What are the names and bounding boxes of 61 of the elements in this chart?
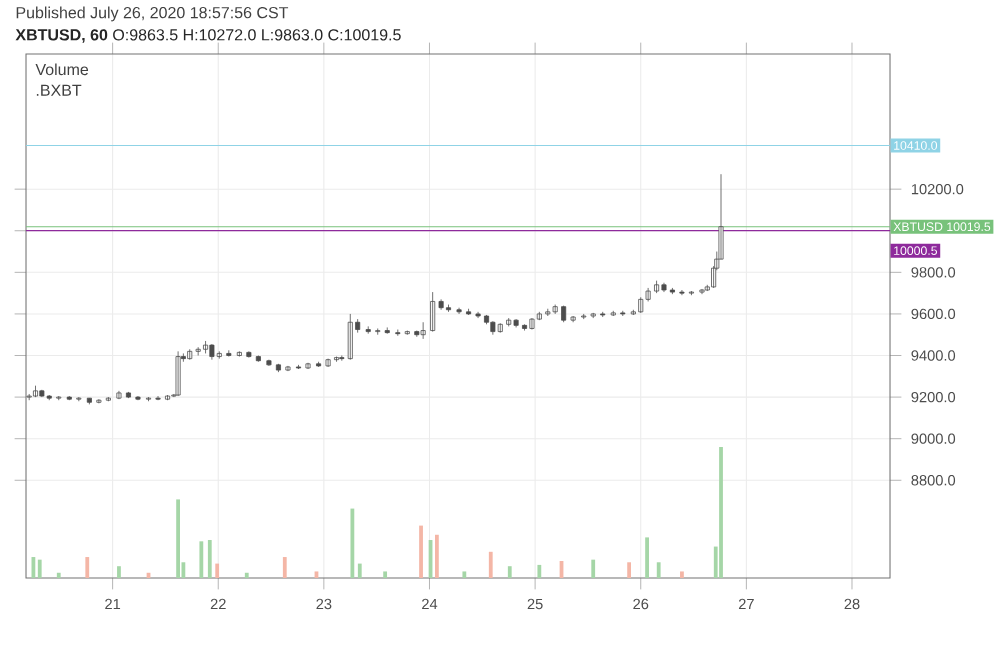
candlestick	[466, 308, 472, 316]
candlestick	[445, 304, 452, 313]
candlestick	[305, 362, 311, 370]
candlestick	[96, 398, 102, 404]
candlestick	[33, 385, 39, 398]
chart-subtitle: XBTUSD, 60 O:9863.5 H:10272.0 L:9863.0 C:10019.5	[15, 29, 401, 43]
candlestick	[375, 328, 381, 336]
candlestick	[430, 291, 436, 332]
candlestick	[296, 364, 302, 370]
candlestick	[420, 321, 426, 340]
candlestick	[513, 318, 519, 328]
candlestick	[285, 365, 291, 372]
candlestick	[688, 290, 694, 296]
candlestick	[203, 340, 209, 354]
candlestick	[175, 350, 181, 397]
candlestick	[638, 296, 644, 314]
candlestick	[316, 361, 322, 368]
candlestick	[56, 395, 62, 401]
chart-subtitle: .BXBT	[36, 84, 82, 96]
candlestick	[236, 350, 242, 357]
candlestick	[545, 308, 551, 317]
candlestick	[195, 346, 201, 356]
candlestick	[581, 313, 587, 320]
candlestick	[135, 395, 141, 401]
candlestick	[255, 355, 261, 363]
candlestick	[404, 330, 410, 336]
candlestick	[552, 304, 558, 315]
candlestick	[155, 395, 161, 401]
candlestick	[669, 287, 675, 295]
candlestick	[610, 310, 616, 317]
candlestick	[209, 343, 215, 361]
candlestick	[246, 350, 252, 358]
candlestick	[661, 282, 667, 293]
candlestick	[26, 393, 32, 401]
candlestick	[475, 311, 481, 319]
candlestick	[146, 396, 152, 402]
candlestick	[116, 390, 122, 400]
candlestick	[105, 396, 111, 402]
chart-title: Volume	[35, 63, 89, 76]
candlestick	[570, 315, 576, 323]
chart-title: Published July 26, 2020 18:57:56 CST	[16, 6, 289, 22]
candlestick	[39, 389, 45, 398]
candlestick	[86, 397, 92, 405]
candlestick	[216, 350, 222, 360]
candlestick	[325, 358, 331, 368]
candlestick	[66, 395, 72, 401]
candlestick	[414, 330, 420, 338]
candlestick	[275, 363, 281, 373]
candlestick	[46, 394, 52, 401]
candlestick	[125, 391, 131, 399]
candlestick	[490, 320, 496, 336]
candlestick	[165, 394, 171, 401]
candlestick	[699, 288, 705, 295]
candlestick	[266, 359, 272, 367]
candlestick	[590, 312, 596, 319]
candlestick	[497, 322, 503, 334]
candlestick	[600, 311, 606, 318]
candlestick	[529, 317, 535, 330]
candlestick	[187, 348, 193, 361]
candlestick	[347, 313, 353, 361]
candlestick	[76, 396, 82, 402]
